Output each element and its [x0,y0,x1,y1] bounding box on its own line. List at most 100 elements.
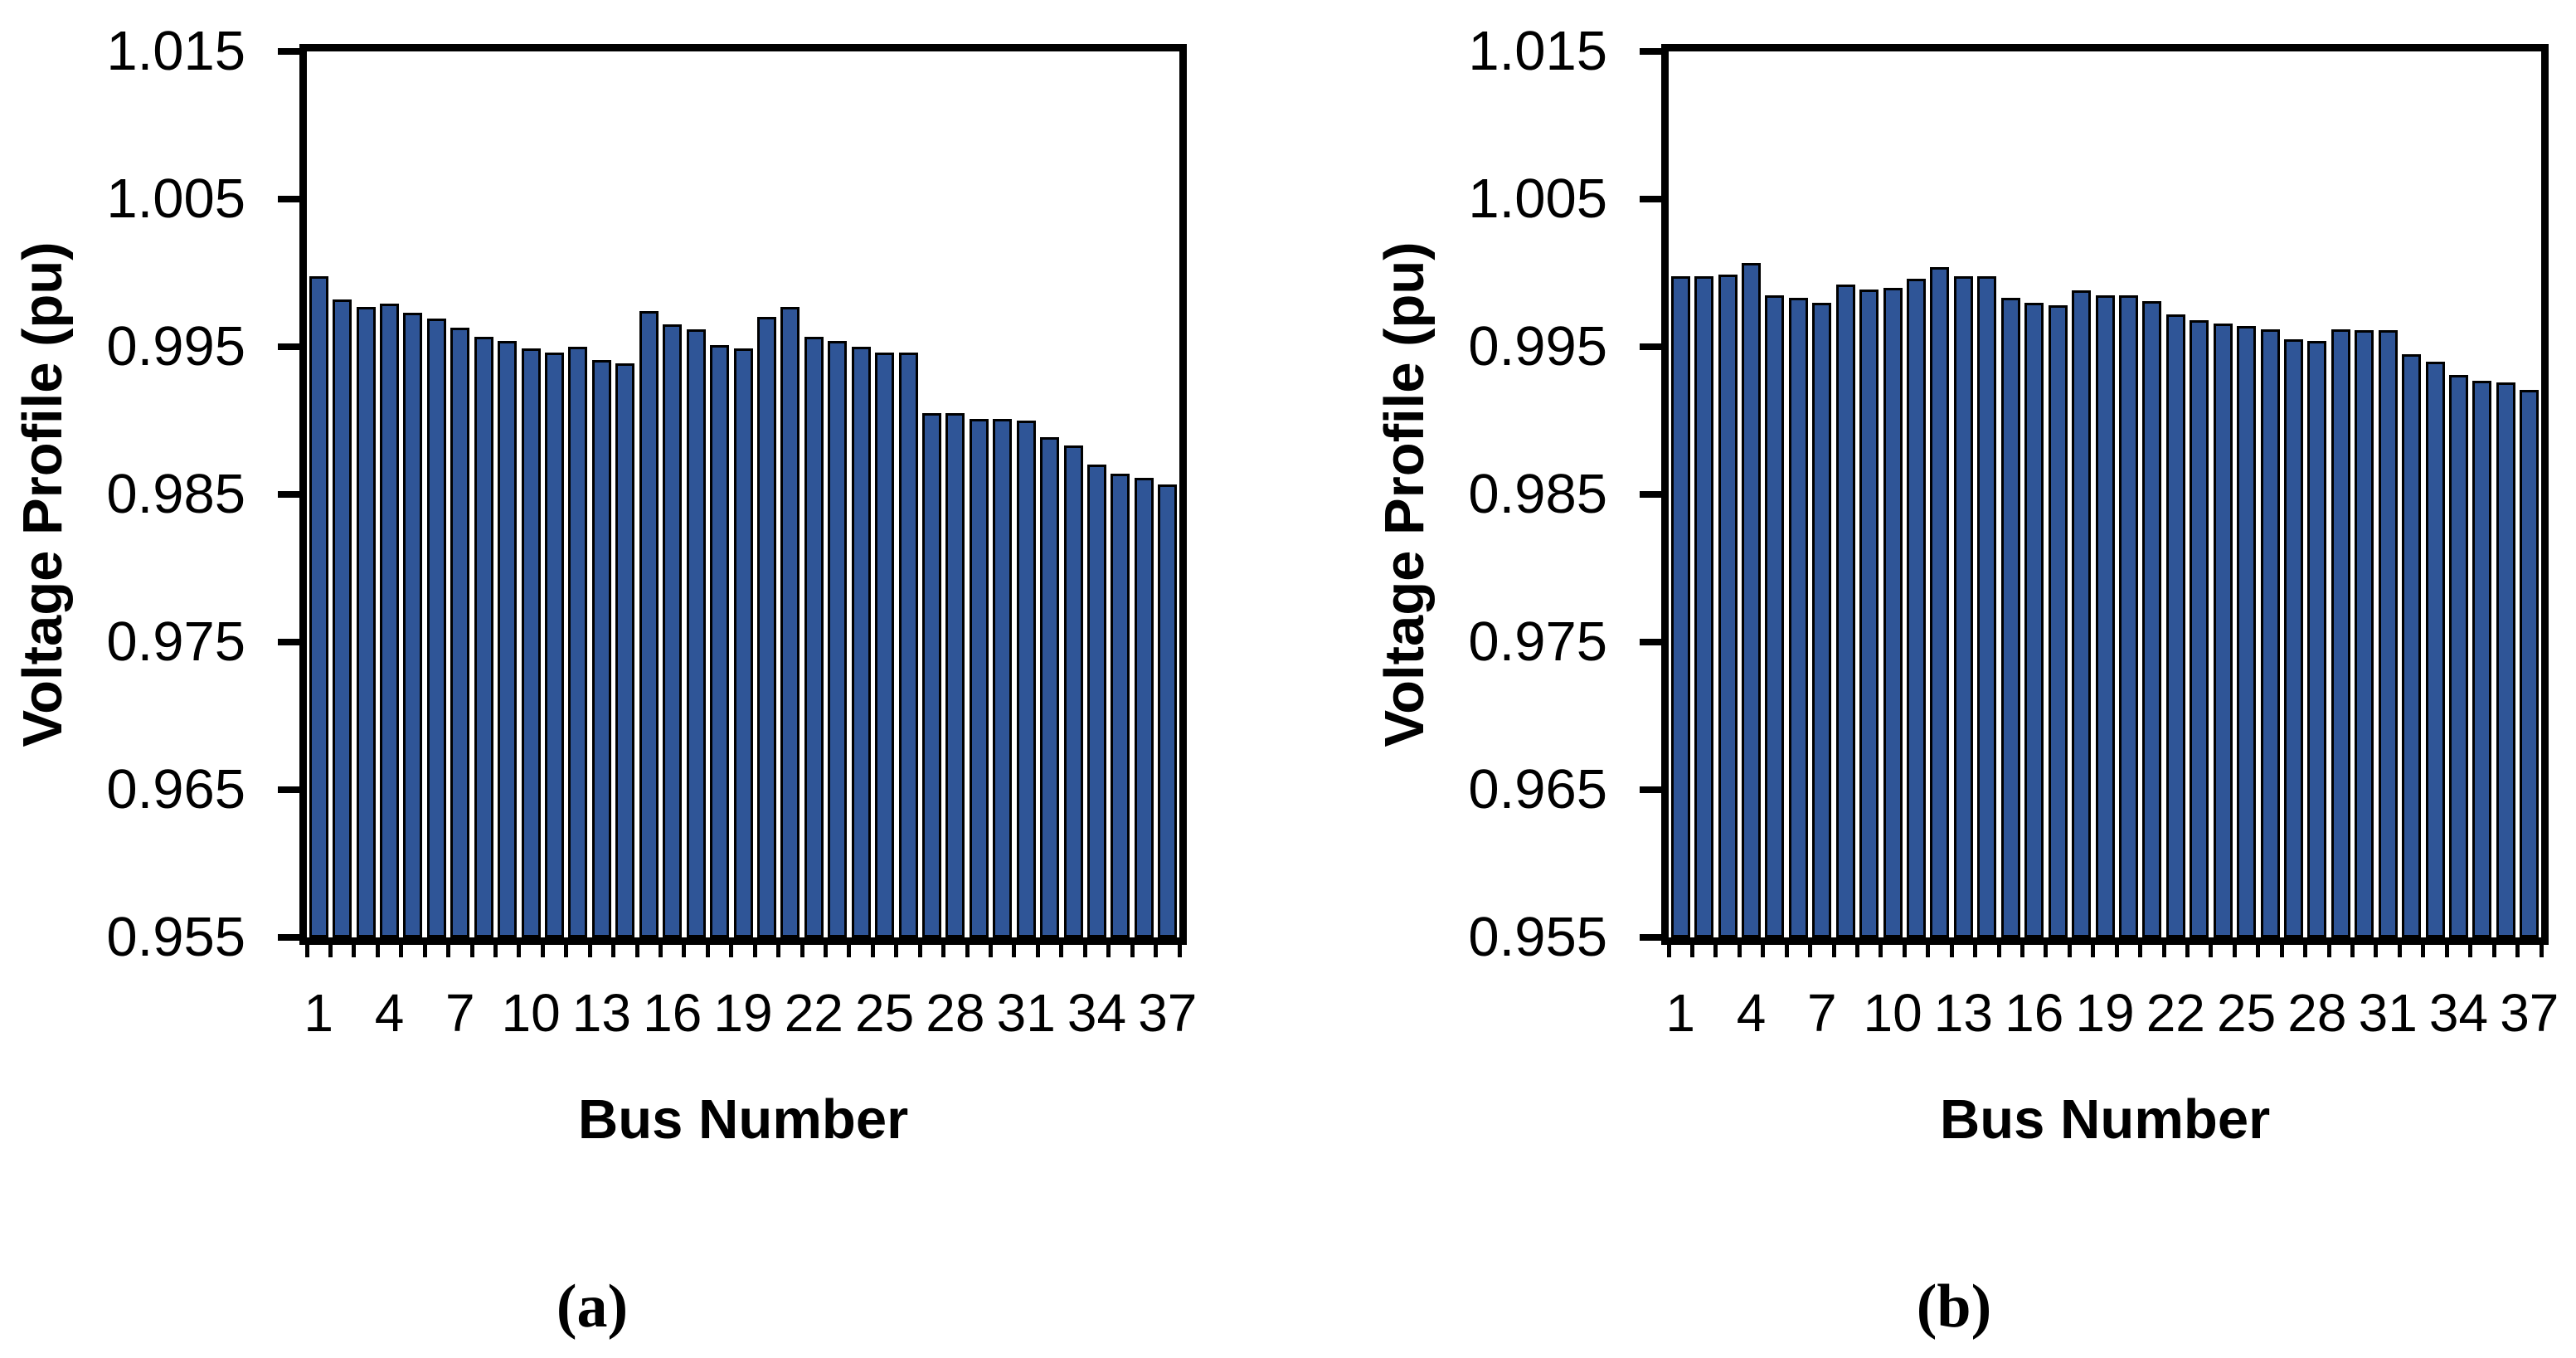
bars-layer [1669,51,2541,937]
x-axis-tick [729,945,734,957]
x-axis-tick [1831,945,1836,957]
bar-bus-31 [1016,421,1036,937]
bar-bus-35 [1111,474,1130,937]
bar-bus-3 [356,306,376,937]
x-axis-tick [2444,945,2449,957]
bar-bus-34 [1086,465,1106,937]
x-axis-tick [611,945,616,957]
bar-bus-9 [498,340,518,937]
bar-bus-33 [2425,361,2445,937]
x-axis-tick [2256,945,2261,957]
x-axis-tick [375,945,380,957]
x-axis-tick [517,945,522,957]
bar-bus-22 [2165,314,2185,937]
bar-bus-21 [2142,300,2162,937]
bar-bus-29 [969,419,989,937]
bar-bus-37 [1158,484,1178,937]
x-axis-tick [469,945,474,957]
x-axis-tick [540,945,545,957]
x-axis-tick [965,945,970,957]
y-tick-label: 1.005 [1468,168,1607,230]
bar-bus-2 [1694,275,1714,937]
x-axis-tick [1926,945,1931,957]
x-axis-tick [2209,945,2214,957]
bar-bus-11 [545,353,565,937]
bar-bus-8 [474,336,493,937]
x-axis-tick [1666,945,1671,957]
x-axis-tick [705,945,710,957]
x-tick-label: 28 [926,983,985,1043]
x-tick-label: 25 [855,983,915,1043]
x-axis-tick [2468,945,2473,957]
x-axis-tick [1177,945,1182,957]
x-tick-label: 1 [1665,983,1695,1043]
y-axis-tick [278,934,299,941]
x-axis-tick [1012,945,1017,957]
x-axis-tick [800,945,804,957]
bar-bus-16 [2024,302,2044,937]
x-axis-tick [352,945,357,957]
bar-bus-25 [875,353,895,937]
x-axis-tick [2232,945,2237,957]
bar-bus-18 [2072,290,2092,937]
bar-bus-29 [2331,329,2350,937]
bar-bus-14 [1977,275,1997,937]
y-tick-label: 0.995 [1468,315,1607,377]
x-axis-tick [446,945,451,957]
x-axis-tick [2067,945,2072,957]
bar-bus-22 [804,336,824,937]
bar-bus-13 [591,360,611,937]
y-axis-tick [1640,196,1661,202]
x-axis-tick [2044,945,2049,957]
bar-bus-27 [2283,339,2303,937]
bar-bus-2 [333,299,352,937]
bar-bus-10 [1883,287,1903,937]
bar-bus-16 [663,324,683,937]
bar-bus-31 [2378,330,2398,937]
bar-bus-5 [1765,294,1785,937]
x-tick-label: 22 [2146,983,2205,1043]
bar-bus-25 [2237,326,2257,937]
y-tick-label: 0.995 [106,315,245,377]
bar-bus-3 [1718,274,1738,937]
bar-bus-26 [2260,329,2280,937]
bar-bus-26 [898,353,918,937]
x-axis-tick [894,945,899,957]
bar-bus-13 [1953,275,1973,937]
y-axis-tick [1640,491,1661,498]
x-axis-tick [587,945,592,957]
y-axis-tick [278,48,299,55]
x-tick-label: 1 [304,983,333,1043]
x-axis-tick [2185,945,2190,957]
x-axis-tick [1854,945,1859,957]
bar-bus-27 [921,413,941,937]
bar-bus-21 [780,306,800,937]
bar-bus-12 [568,347,588,937]
panel-caption: (a) [556,1273,629,1341]
bar-bus-23 [2190,319,2209,937]
bar-bus-10 [521,348,541,937]
plot-area [1661,44,2549,945]
bar-bus-24 [2213,323,2233,937]
x-tick-label: 13 [571,983,631,1043]
y-axis-tick [1640,48,1661,55]
x-axis-tick [1902,945,1907,957]
bar-bus-17 [686,329,706,937]
x-axis-tick [2114,945,2119,957]
bar-bus-36 [1134,478,1154,937]
y-axis-tick [278,343,299,350]
x-axis-tick [1949,945,1954,957]
x-axis-tick [1035,945,1040,957]
x-axis-tick [2397,945,2402,957]
x-axis-tick [1996,945,2001,957]
bar-bus-7 [1812,302,1832,937]
bar-bus-14 [615,363,635,937]
x-tick-label: 22 [784,983,843,1043]
x-axis-tick [1689,945,1694,957]
bar-bus-15 [639,311,659,937]
x-tick-label: 31 [2358,983,2418,1043]
x-tick-label: 4 [374,983,405,1043]
x-tick-label: 37 [1138,983,1198,1043]
x-axis-tick [2491,945,2496,957]
